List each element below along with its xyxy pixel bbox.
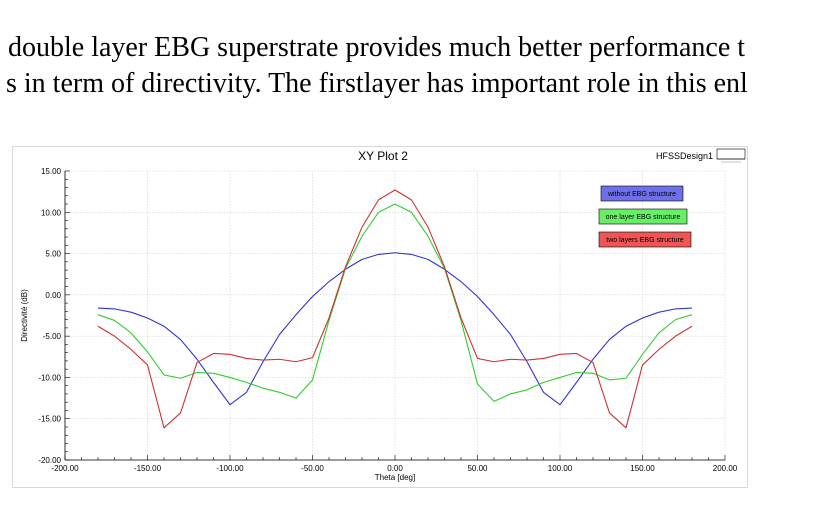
y-tick-label: 10.00 bbox=[41, 208, 62, 217]
x-tick-label: -100.00 bbox=[216, 464, 244, 473]
xy-plot-chart: XY Plot 2 HFSSDesign1 15.00 10.00 5.00 0.00… bbox=[20, 148, 746, 482]
series-line-3 bbox=[97, 189, 693, 429]
x-tick-label: 50.00 bbox=[467, 464, 488, 473]
x-tick-label: -150.00 bbox=[134, 464, 162, 473]
series-line-1 bbox=[97, 252, 693, 406]
xy-plot-panel: XY Plot 2 HFSSDesign1 15.00 10.00 5.00 0.00… bbox=[12, 146, 748, 488]
legend-swatch-1 bbox=[600, 185, 684, 202]
y-tick-label: -5.00 bbox=[43, 332, 62, 341]
legend-swatch-3 bbox=[598, 231, 692, 248]
x-tick-label: -200.00 bbox=[51, 464, 79, 473]
x-tick-label: 200.00 bbox=[713, 464, 738, 473]
plot-title: XY Plot 2 bbox=[358, 149, 408, 163]
legend: without EBG structure one layer EBG struc… bbox=[598, 185, 692, 248]
x-tick-label: 100.00 bbox=[548, 464, 573, 473]
x-axis-label: Theta [deg] bbox=[375, 473, 415, 482]
axis-layer: 15.00 10.00 5.00 0.00 -5.00 -10.00 -15.00 -20.0… bbox=[20, 167, 738, 482]
series-layer bbox=[97, 189, 693, 429]
x-tick-label: -50.00 bbox=[301, 464, 324, 473]
x-tick-label: 150.00 bbox=[630, 464, 655, 473]
y-tick-label: -15.00 bbox=[38, 415, 61, 424]
design-name: HFSSDesign1 bbox=[656, 151, 713, 161]
y-tick-label: 0.00 bbox=[45, 291, 61, 300]
y-tick-label: -10.00 bbox=[38, 373, 61, 382]
y-tick-label: 5.00 bbox=[45, 250, 61, 259]
hfss-logo bbox=[716, 148, 746, 163]
legend-swatch-2 bbox=[598, 208, 688, 225]
document-text-line-1: double layer EBG superstrate provides mu… bbox=[8, 32, 746, 63]
y-tick-label: 15.00 bbox=[41, 167, 62, 176]
y-tick-label: -20.00 bbox=[38, 456, 61, 465]
legend-label-3: two layers EBG structure bbox=[606, 237, 684, 244]
y-axis-label: Directivité (dB) bbox=[20, 289, 29, 342]
legend-label-1: without EBG structure bbox=[607, 191, 676, 198]
series-line-2 bbox=[97, 203, 693, 402]
document-text: double layer EBG superstrate provides mu… bbox=[0, 30, 820, 110]
legend-label-2: one layer EBG structure bbox=[606, 214, 681, 221]
x-tick-label: 0.00 bbox=[387, 464, 403, 473]
document-text-line-2: s in term of directivity. The firstlayer… bbox=[6, 68, 748, 99]
